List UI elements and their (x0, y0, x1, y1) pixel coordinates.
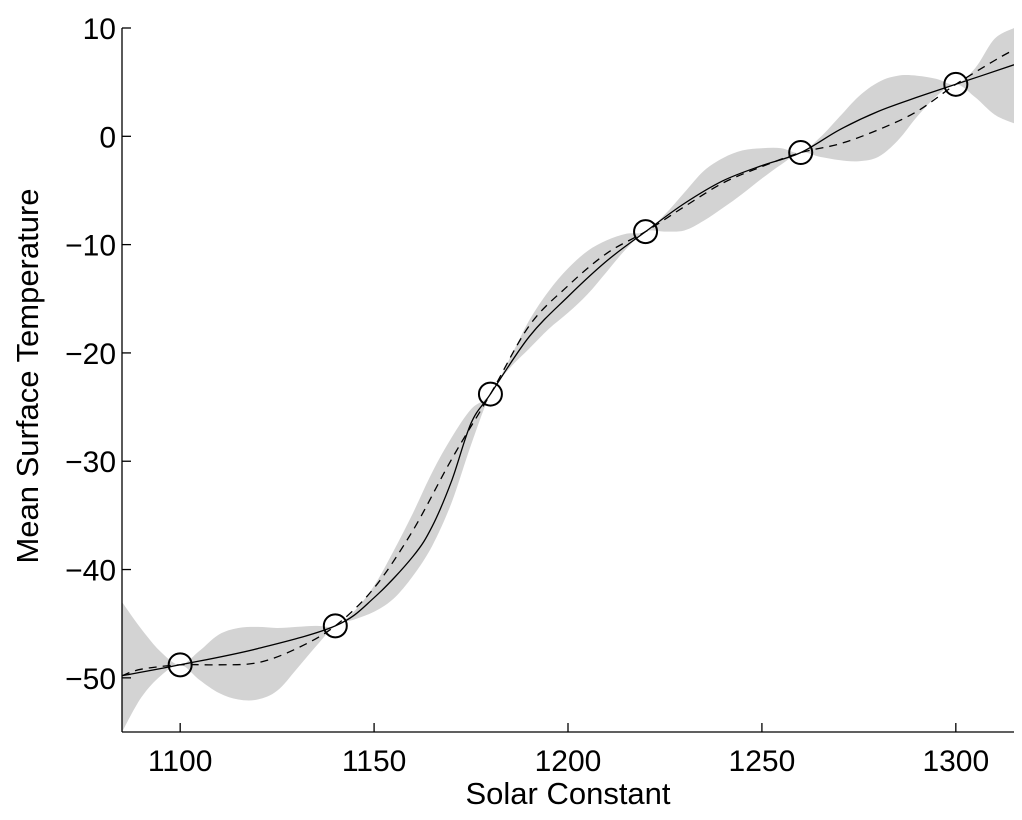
solid-series-line (122, 64, 1014, 677)
y-tick-label: −50 (65, 663, 116, 696)
x-axis-label: Solar Constant (465, 776, 670, 811)
y-axis-label: Mean Surface Temperature (10, 188, 45, 563)
axes: 1100 1150 1200 1250 1300 10 0 −10 −20 −30 −40 −50 (65, 13, 1014, 778)
y-tick-label: −10 (65, 230, 116, 263)
plot-area (122, 28, 1014, 732)
observation-point (322, 613, 348, 639)
x-tick-label: 1150 (342, 745, 407, 778)
observation-point (167, 652, 193, 678)
observation-point (633, 219, 659, 245)
observation-point (788, 140, 814, 166)
y-tick-label: 10 (83, 13, 116, 46)
uncertainty-band (122, 28, 1014, 732)
y-tick-label: 0 (99, 121, 116, 154)
observation-point (943, 71, 969, 97)
x-tick-label: 1100 (148, 745, 213, 778)
observation-point (477, 381, 503, 407)
y-tick-label: −20 (65, 338, 116, 371)
x-tick-label: 1250 (729, 745, 796, 778)
y-tick-label: −40 (65, 555, 116, 588)
y-tick-label: −30 (65, 446, 116, 479)
x-tick-label: 1200 (535, 745, 602, 778)
x-tick-label: 1300 (922, 745, 989, 778)
